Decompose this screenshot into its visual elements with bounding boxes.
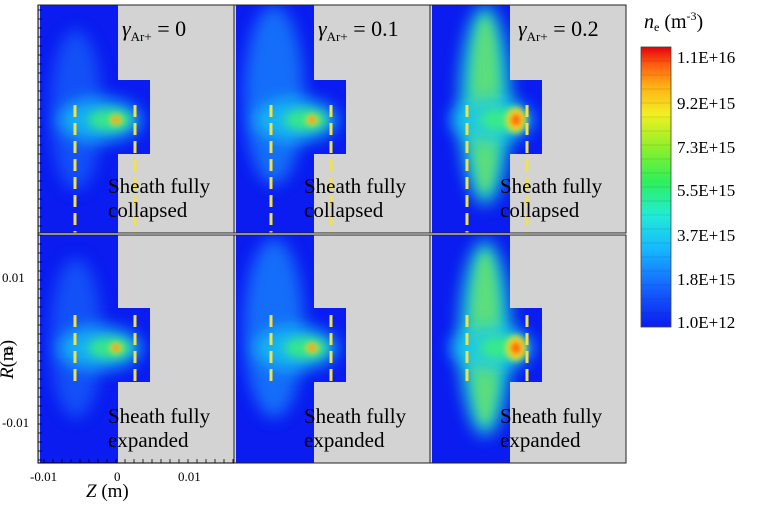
gamma-symbol: γ xyxy=(518,16,527,41)
density-peak xyxy=(304,341,320,355)
gamma-symbol: γ xyxy=(122,16,131,41)
panel-phase-label: Sheath fully expanded xyxy=(108,404,210,452)
gamma-equals: = xyxy=(347,16,372,41)
x-axis-title: Z (m) xyxy=(86,482,129,501)
gamma-symbol: γ xyxy=(318,16,327,41)
cb-title-close: ) xyxy=(696,11,704,33)
colorbar-tick-label: 1.1E+16 xyxy=(677,48,736,67)
panel-phase-label: Sheath fully expanded xyxy=(500,404,602,452)
gamma-value: 0.1 xyxy=(371,16,399,41)
colorbar xyxy=(640,46,672,328)
cb-title-var: n xyxy=(644,11,654,33)
y-axis-unit: (m) xyxy=(0,339,19,368)
panel-gamma-label: γAr+ = 0.2 xyxy=(518,16,599,44)
panel-phase-label: Sheath fully collapsed xyxy=(304,174,406,222)
y-tick-label: 0 xyxy=(6,343,13,358)
panel-border xyxy=(429,4,627,234)
phase-line1: Sheath fully xyxy=(500,174,603,198)
colorbar-tick-label: 7.3E+15 xyxy=(677,138,736,157)
density-peak xyxy=(108,341,124,355)
phase-line2: expanded xyxy=(500,428,581,452)
density-peak xyxy=(503,332,529,364)
panel-border xyxy=(429,234,627,464)
density-panel xyxy=(37,234,235,464)
phase-line1: Sheath fully xyxy=(304,404,407,428)
gamma-value: 0.2 xyxy=(571,16,599,41)
phase-line2: expanded xyxy=(304,428,385,452)
density-panel xyxy=(233,4,431,234)
y-tick-label: -0.01 xyxy=(2,415,30,430)
colorbar-title: ne (m-3) xyxy=(644,9,703,35)
density-panel xyxy=(429,4,627,234)
panel-phase-label: Sheath fully expanded xyxy=(304,404,406,452)
panel-phase-label: Sheath fully collapsed xyxy=(108,174,210,222)
colorbar-gradient xyxy=(641,47,671,327)
gamma-subscript: Ar+ xyxy=(130,29,152,44)
gamma-subscript: Ar+ xyxy=(526,29,548,44)
panel-gamma-label: γAr+ = 0 xyxy=(122,16,187,44)
colorbar-tick-label: 3.7E+15 xyxy=(677,226,736,245)
y-axis-var: R xyxy=(0,367,18,379)
density-peak xyxy=(503,104,529,136)
phase-line2: collapsed xyxy=(500,198,580,222)
colorbar-tick-label: 9.2E+15 xyxy=(677,94,736,113)
colorbar-tick-label: 1.8E+15 xyxy=(677,270,736,289)
phase-line1: Sheath fully xyxy=(304,174,407,198)
density-peak xyxy=(108,113,124,127)
x-tick-label: 0.01 xyxy=(178,469,201,484)
cb-title-unit: (m xyxy=(659,11,687,33)
gamma-value: 0 xyxy=(175,16,187,41)
panel-gamma-label: γAr+ = 0.1 xyxy=(318,16,399,44)
phase-line1: Sheath fully xyxy=(500,404,603,428)
gamma-equals: = xyxy=(151,16,176,41)
y-tick-label: 0.01 xyxy=(2,270,25,285)
density-peak xyxy=(304,113,320,127)
cb-title-sup: -3 xyxy=(686,9,697,23)
x-axis-unit: (m) xyxy=(96,481,129,502)
density-lobe xyxy=(244,238,304,418)
panel-phase-label: Sheath fully collapsed xyxy=(500,174,602,222)
colorbar-border xyxy=(640,46,672,328)
colorbar-tick-label: 5.5E+15 xyxy=(677,181,736,200)
phase-line1: Sheath fully xyxy=(108,174,211,198)
y-axis-title: R(m) xyxy=(0,339,19,379)
phase-line1: Sheath fully xyxy=(108,404,211,428)
density-panel xyxy=(429,234,627,464)
x-tick-label: -0.01 xyxy=(30,469,58,484)
colorbar-tick-label: 1.0E+12 xyxy=(677,313,736,332)
x-axis-var: Z xyxy=(86,481,97,502)
axes-frame xyxy=(37,5,234,464)
phase-line2: collapsed xyxy=(108,198,188,222)
phase-line2: collapsed xyxy=(304,198,384,222)
density-panel xyxy=(233,234,431,464)
gamma-equals: = xyxy=(547,16,572,41)
phase-line2: expanded xyxy=(108,428,189,452)
density-lobe xyxy=(244,5,304,185)
x-tick-label: 0 xyxy=(114,469,121,484)
gamma-subscript: Ar+ xyxy=(326,29,348,44)
cb-title-sub: e xyxy=(654,20,660,34)
